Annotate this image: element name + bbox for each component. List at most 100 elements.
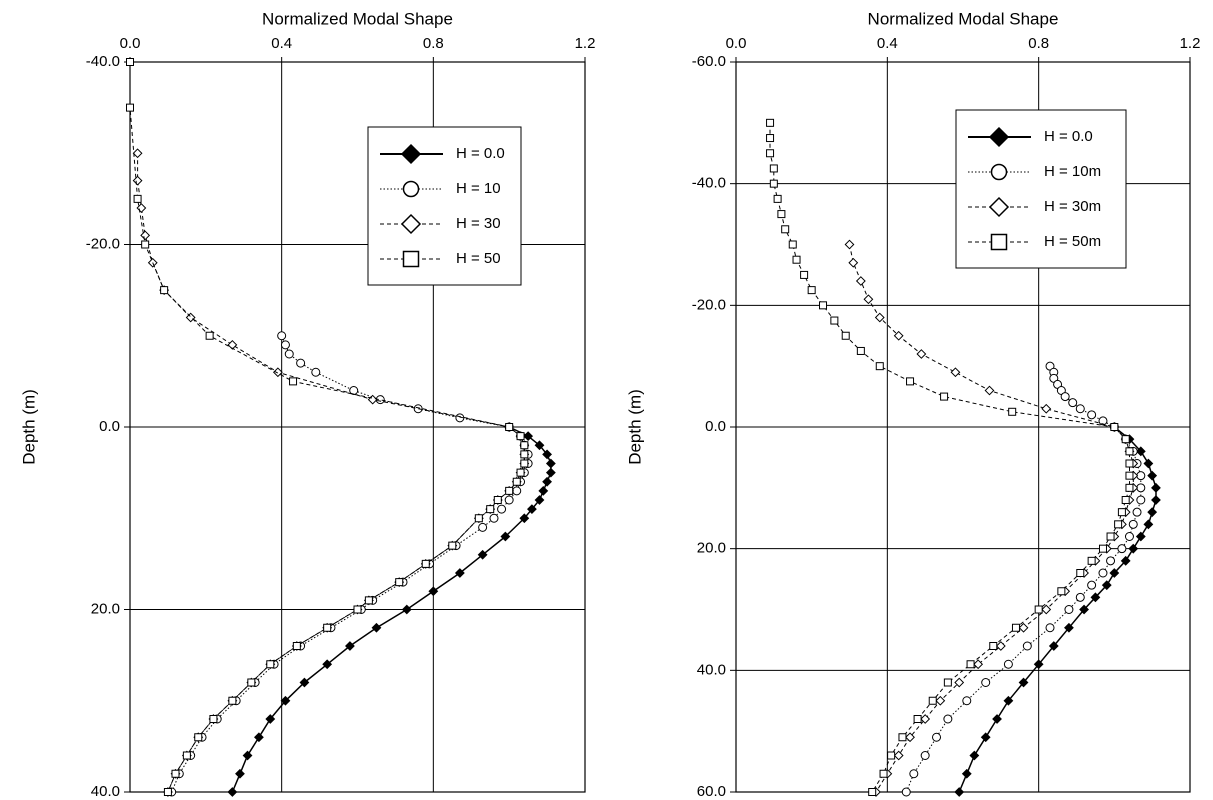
marker [133,194,142,203]
marker [538,485,549,496]
marker [1045,623,1055,633]
marker [1147,507,1158,518]
marker [1124,532,1134,541]
y-tick-label: 0.0 [705,418,726,435]
marker [988,126,1010,148]
marker [1003,695,1014,706]
marker [205,331,214,340]
marker [545,458,556,469]
marker [1011,623,1020,632]
marker [1106,532,1115,541]
marker [266,660,275,669]
marker [228,696,237,705]
marker [534,440,545,451]
marker [140,230,151,241]
legend-label: H = 30 [456,215,501,232]
marker [909,769,919,779]
marker [1128,543,1139,554]
marker [163,788,172,796]
marker [227,787,238,797]
marker [868,788,877,796]
marker [932,732,942,742]
marker [421,559,430,568]
marker [478,522,488,532]
marker [1003,659,1013,669]
marker [400,213,422,235]
legend-label: H = 0.0 [1044,128,1093,145]
marker [1075,404,1085,414]
marker [1060,392,1070,402]
marker [1057,587,1066,596]
marker [299,677,310,688]
marker [1136,495,1146,505]
marker [962,696,972,706]
x-tick-label: 0.0 [726,35,747,52]
marker [893,750,904,761]
marker [345,641,355,651]
marker [182,751,191,760]
marker [920,751,930,760]
marker [185,312,196,323]
marker [989,642,998,650]
y-tick-label: -60.0 [692,53,726,70]
y-tick-label: 20.0 [91,600,120,617]
marker [489,513,499,523]
marker [1048,641,1059,651]
marker [364,596,373,605]
marker [1125,447,1134,456]
marker [194,733,203,742]
marker [520,459,529,468]
legend-label: H = 10 [456,180,501,197]
legend-label: H = 30m [1044,198,1101,215]
marker [500,531,511,542]
marker [136,203,147,213]
marker [781,225,790,234]
marker [819,301,828,310]
marker [928,696,937,705]
marker [1117,544,1127,554]
marker [887,751,896,760]
marker [141,240,150,249]
marker [807,286,816,295]
marker [1033,659,1044,670]
series-line [849,244,1134,793]
marker [844,239,855,250]
marker [943,678,952,687]
marker [497,504,507,514]
marker [1128,519,1138,529]
marker [1098,568,1108,578]
marker [428,586,439,597]
marker [401,604,412,615]
marker [1109,568,1120,578]
marker [448,541,457,550]
y-tick-label: -20.0 [692,296,726,313]
marker [486,505,495,514]
marker [1121,435,1130,444]
marker [520,441,529,450]
marker [1068,398,1078,408]
marker [296,358,306,368]
marker [1098,544,1107,553]
marker [766,149,775,158]
marker [1087,556,1096,565]
marker [272,367,283,378]
legend-label: H = 50m [1044,233,1101,250]
legend-label: H = 10m [1044,163,1101,180]
marker [545,467,556,478]
marker [913,715,922,723]
marker [792,255,801,264]
marker [402,250,420,268]
marker [323,623,332,632]
marker [1110,423,1119,431]
marker [1135,531,1146,542]
marker [1147,470,1158,481]
marker [1101,580,1112,591]
series-line [171,335,529,793]
marker [990,163,1008,181]
marker [954,787,965,797]
marker [1143,519,1154,530]
marker [1064,605,1074,614]
marker [848,257,859,268]
